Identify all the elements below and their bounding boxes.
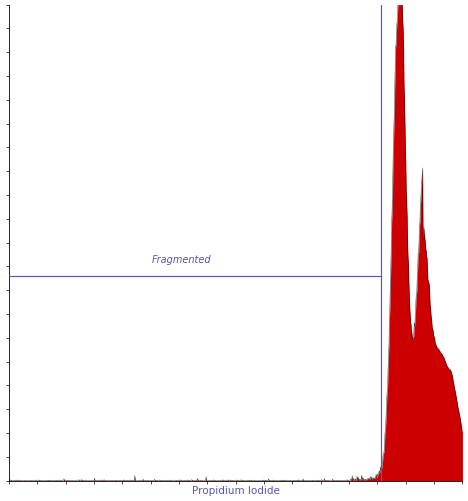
X-axis label: Propidium Iodide: Propidium Iodide xyxy=(192,485,280,495)
Text: Fragmented: Fragmented xyxy=(152,255,212,265)
